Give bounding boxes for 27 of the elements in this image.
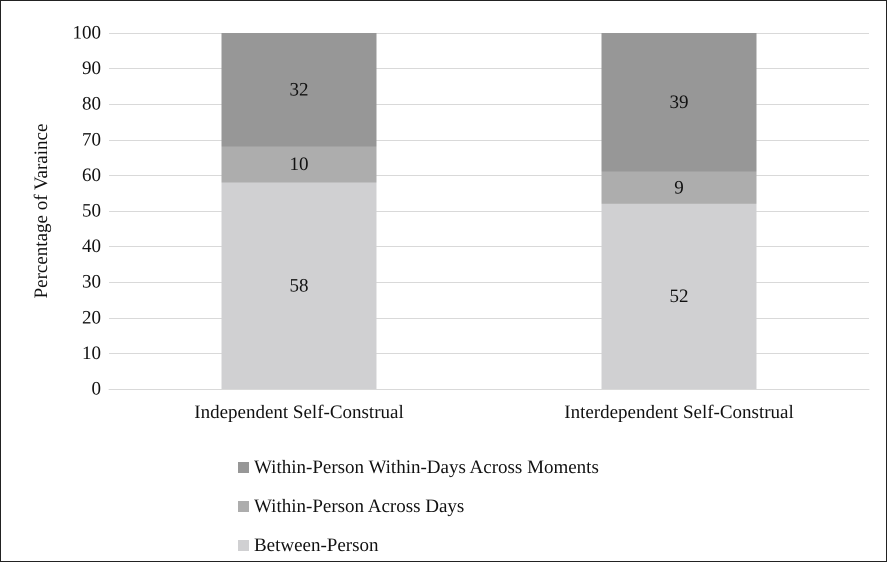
- y-axis-title: Percentage of Varaince: [31, 124, 52, 298]
- legend-label: Between-Person: [254, 535, 380, 556]
- y-tick-label: 30: [82, 272, 101, 293]
- x-tick-label: Interdependent Self-Construal: [564, 402, 794, 423]
- y-tick-label: 50: [82, 200, 101, 222]
- y-tick-label: 70: [82, 129, 101, 150]
- bar: [222, 146, 376, 183]
- y-tick-label: 40: [82, 236, 101, 258]
- data-label: 58: [290, 275, 308, 296]
- y-tick-label: 90: [82, 58, 101, 80]
- data-label: 32: [290, 79, 308, 100]
- y-tick-label: 0: [92, 378, 101, 400]
- legend-label: Within-Person Across Days: [254, 496, 464, 517]
- y-tick-label: 80: [82, 94, 101, 115]
- bar: [602, 33, 756, 172]
- x-tick-label: Independent Self-Construal: [194, 402, 404, 423]
- y-tick-label: 10: [82, 342, 101, 364]
- y-tick-label: 100: [72, 22, 101, 44]
- y-tick-label: 60: [82, 164, 101, 186]
- legend-label: Within-Person Within-Days Across Moments: [254, 457, 599, 478]
- data-label: 52: [670, 286, 688, 307]
- bar: [222, 33, 376, 147]
- data-label: 39: [670, 92, 688, 113]
- data-label: 10: [290, 154, 308, 176]
- bar: [602, 172, 756, 204]
- y-tick-label: 20: [82, 307, 101, 328]
- data-label: 9: [674, 177, 684, 198]
